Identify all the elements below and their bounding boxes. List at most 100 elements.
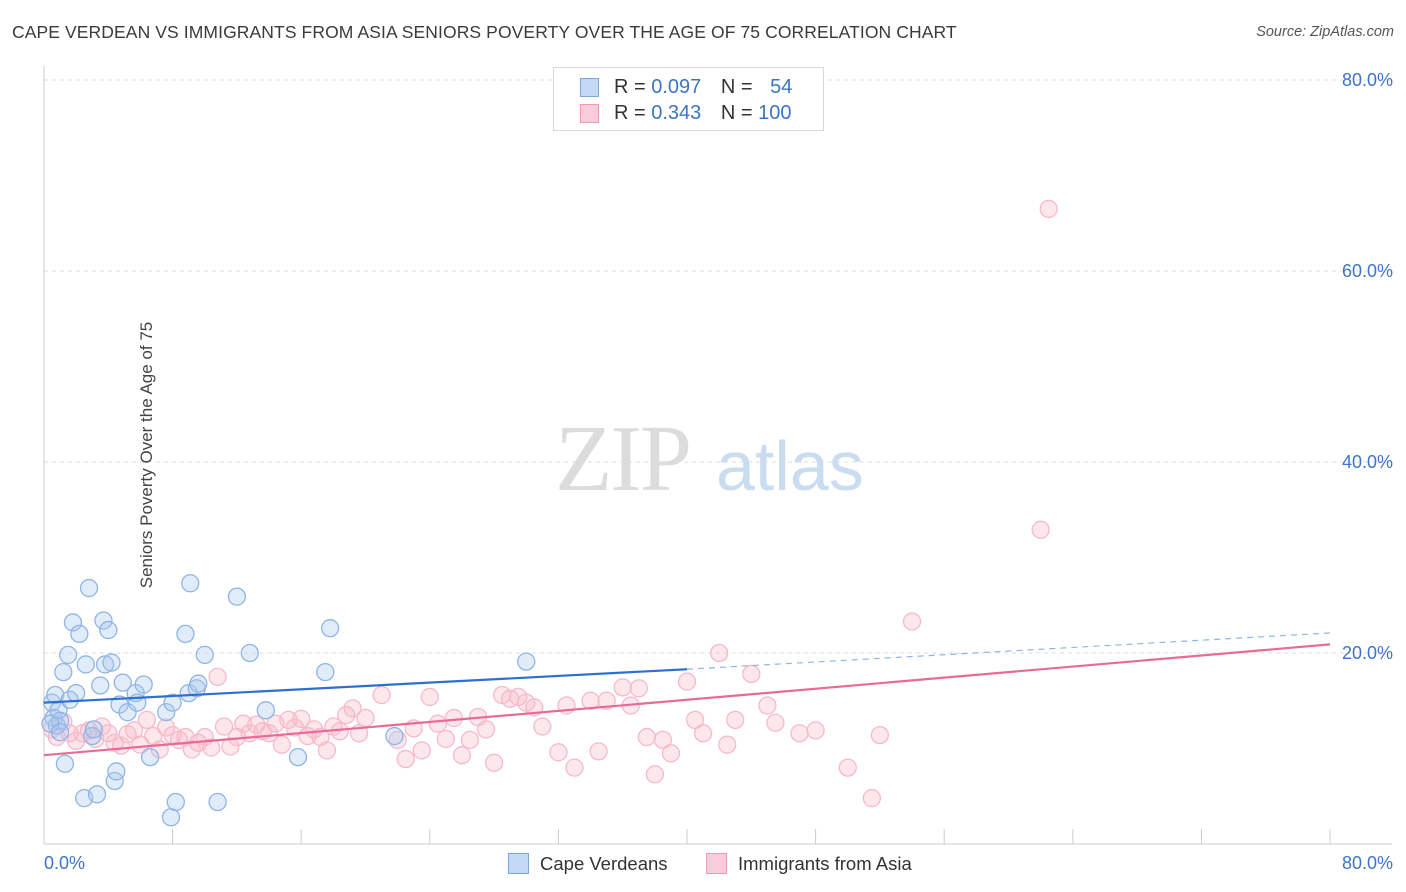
data-point-cape-verdeans	[94, 611, 113, 630]
data-point-immigrants-from-asia	[790, 724, 809, 743]
data-point-immigrants-from-asia	[766, 713, 785, 732]
legend-r-value-pink: 0.343	[651, 102, 702, 124]
data-point-immigrants-from-asia	[1031, 520, 1050, 539]
data-point-cape-verdeans	[256, 701, 275, 720]
watermark-zip: ZIP	[555, 407, 690, 511]
data-point-cape-verdeans	[113, 673, 132, 692]
data-point-immigrants-from-asia	[247, 715, 266, 734]
y-tick-label: 60.0%	[1342, 261, 1393, 281]
data-point-cape-verdeans	[320, 619, 340, 638]
data-point-cape-verdeans	[140, 747, 160, 767]
data-point-immigrants-from-asia	[1039, 199, 1058, 219]
bottom-legend-label-pink: Immigrants from Asia	[738, 853, 912, 874]
trend-line-cape-verdeans-extrapolated	[686, 632, 1331, 670]
y-axis-label: Seniors Poverty Over the Age of 75	[137, 321, 157, 589]
data-point-immigrants-from-asia	[182, 740, 202, 759]
data-point-cape-verdeans	[67, 683, 86, 703]
data-point-immigrants-from-asia	[234, 714, 253, 733]
data-point-immigrants-from-asia	[137, 710, 157, 729]
data-point-immigrants-from-asia	[685, 710, 705, 729]
data-point-immigrants-from-asia	[317, 741, 337, 760]
legend-n-label: N =	[720, 76, 753, 98]
data-point-cape-verdeans	[76, 655, 95, 674]
data-point-immigrants-from-asia	[661, 744, 681, 763]
data-point-cape-verdeans	[63, 613, 83, 632]
trend-line-immigrants-from-asia	[43, 643, 1331, 757]
data-point-cape-verdeans	[118, 703, 137, 722]
data-point-immigrants-from-asia	[214, 717, 234, 736]
series-cape-verdeans	[41, 574, 536, 827]
data-point-cape-verdeans	[50, 723, 70, 742]
data-point-immigrants-from-asia	[208, 667, 227, 687]
data-point-immigrants-from-asia	[870, 725, 890, 745]
data-point-immigrants-from-asia	[565, 758, 584, 777]
data-point-immigrants-from-asia	[343, 699, 362, 718]
data-point-immigrants-from-asia	[677, 672, 697, 691]
data-point-immigrants-from-asia	[452, 746, 472, 765]
data-point-cape-verdeans	[54, 662, 73, 682]
data-point-cape-verdeans	[87, 785, 107, 804]
data-point-cape-verdeans	[46, 685, 65, 705]
data-point-cape-verdeans	[58, 645, 78, 665]
data-point-cape-verdeans	[288, 747, 308, 767]
data-point-cape-verdeans	[181, 574, 200, 593]
data-point-immigrants-from-asia	[259, 724, 279, 743]
data-point-immigrants-from-asia	[436, 729, 456, 749]
watermark: ZIP atlas	[555, 407, 864, 511]
data-point-immigrants-from-asia	[726, 710, 745, 729]
data-point-immigrants-from-asia	[742, 664, 761, 684]
data-point-immigrants-from-asia	[589, 742, 608, 761]
data-point-cape-verdeans	[166, 792, 185, 812]
axes	[43, 66, 1392, 845]
trend-lines	[43, 632, 1331, 757]
watermark-atlas: atlas	[716, 427, 864, 505]
data-point-immigrants-from-asia	[629, 679, 648, 698]
legend-n-label: N =	[720, 102, 753, 124]
data-point-immigrants-from-asia	[637, 727, 656, 747]
data-point-immigrants-from-asia	[444, 708, 464, 728]
data-point-cape-verdeans	[517, 652, 536, 671]
data-point-immigrants-from-asia	[653, 730, 673, 750]
data-point-immigrants-from-asia	[202, 738, 221, 757]
data-point-cape-verdeans	[240, 643, 259, 663]
data-point-cape-verdeans	[195, 645, 214, 665]
y-tick-label: 40.0%	[1342, 452, 1393, 472]
data-point-cape-verdeans	[79, 578, 99, 598]
data-point-immigrants-from-asia	[396, 749, 415, 769]
bottom-legend-swatch-blue	[508, 853, 529, 874]
data-point-immigrants-from-asia	[758, 696, 777, 715]
data-point-cape-verdeans	[134, 675, 153, 694]
data-point-cape-verdeans	[70, 624, 89, 644]
data-point-immigrants-from-asia	[484, 753, 504, 772]
legend-r-label: R =	[614, 102, 646, 124]
data-point-immigrants-from-asia	[645, 765, 664, 784]
legend-swatch-pink	[580, 104, 599, 123]
data-point-cape-verdeans	[161, 808, 181, 827]
data-point-cape-verdeans	[99, 620, 118, 640]
data-point-immigrants-from-asia	[428, 714, 447, 733]
x-tick-label-min: 0.0%	[44, 853, 85, 873]
data-point-immigrants-from-asia	[533, 717, 552, 736]
source-label: Source: ZipAtlas.com	[1256, 24, 1394, 40]
data-point-immigrants-from-asia	[597, 691, 616, 710]
y-tick-label: 20.0%	[1342, 643, 1393, 663]
legend-n-value-blue: 54	[770, 76, 793, 98]
data-point-immigrants-from-asia	[476, 720, 496, 739]
data-point-immigrants-from-asia	[272, 735, 292, 754]
data-point-cape-verdeans	[316, 662, 335, 682]
data-point-cape-verdeans	[385, 726, 404, 746]
bottom-legend-label-blue: Cape Verdeans	[540, 853, 668, 874]
data-point-immigrants-from-asia	[581, 691, 600, 710]
data-point-immigrants-from-asia	[613, 678, 632, 697]
trend-line-cape-verdeans	[43, 668, 688, 704]
data-point-cape-verdeans	[107, 762, 126, 781]
data-point-immigrants-from-asia	[131, 735, 150, 754]
data-point-cape-verdeans	[83, 726, 102, 746]
legend-swatch-blue	[580, 78, 599, 97]
data-point-cape-verdeans	[84, 720, 103, 739]
bottom-legend-swatch-pink	[706, 853, 727, 874]
data-point-immigrants-from-asia	[460, 730, 480, 750]
data-point-cape-verdeans	[227, 587, 247, 606]
y-tick-label: 80.0%	[1342, 70, 1393, 90]
data-point-immigrants-from-asia	[356, 708, 375, 728]
